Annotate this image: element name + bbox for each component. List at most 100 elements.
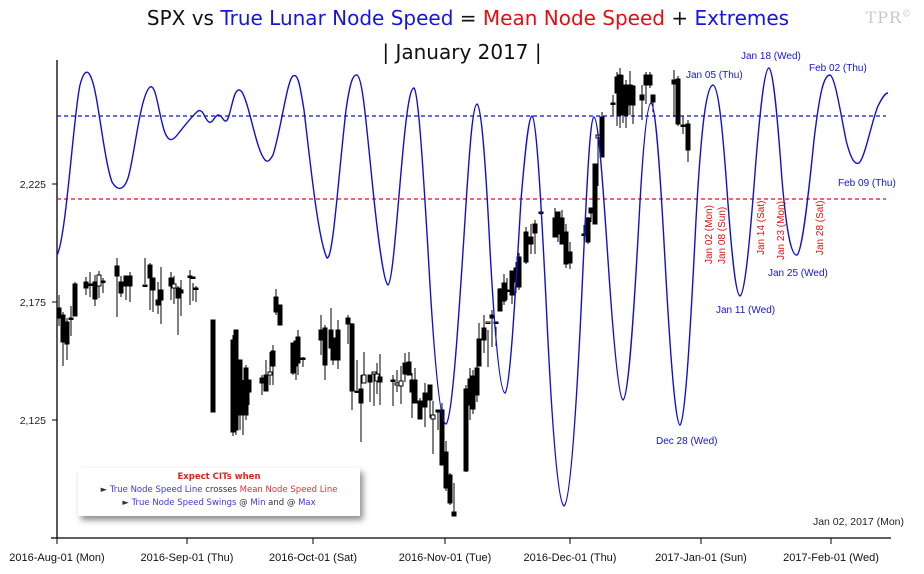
candlestick: [330, 337, 336, 361]
candlestick: [100, 280, 106, 283]
candlestick: [412, 379, 418, 404]
bullet-icon: ►: [100, 485, 108, 495]
candlestick: [497, 288, 503, 312]
candlestick: [532, 223, 538, 234]
candlestick: [335, 329, 341, 361]
candlestick: [639, 94, 645, 101]
min-label-dec28: Dec 28 (Wed): [656, 436, 718, 447]
chart-subtitle: | January 2017 |: [382, 40, 542, 64]
min-label-jan11: Jan 11 (Wed): [716, 305, 775, 316]
date-stamp: Jan 02, 2017 (Mon): [813, 516, 904, 528]
candlestick: [322, 327, 328, 366]
candlestick: [390, 379, 396, 382]
candlestick: [155, 299, 161, 306]
min-label-jan25: Jan 25 (Wed): [768, 268, 828, 279]
candlestick: [476, 338, 482, 367]
candlestick: [371, 371, 377, 375]
y-tick-label: 2,125: [20, 415, 46, 427]
candlestick: [178, 289, 184, 294]
candlestick: [193, 287, 199, 290]
candlestick: [190, 276, 196, 279]
candlestick: [443, 451, 449, 489]
candlestick: [474, 367, 480, 396]
candlestick: [87, 283, 93, 286]
candlestick: [83, 281, 89, 289]
candlestick: [563, 231, 569, 265]
candlestick: [675, 78, 681, 125]
candlestick: [171, 283, 177, 289]
max-label-jan18: Jan 18 (Wed): [741, 51, 801, 62]
title-part: =: [453, 6, 483, 30]
candlestick: [56, 307, 62, 319]
y-tick-label: 2,225: [20, 179, 46, 191]
candlestick: [610, 102, 616, 105]
candlestick: [96, 274, 102, 287]
candlestick: [417, 400, 423, 420]
candlestick: [470, 375, 476, 410]
title-part-mean-node: Mean Node Speed: [482, 6, 665, 30]
candlestick: [585, 217, 591, 243]
candlestick: [318, 329, 324, 341]
candlestick: [406, 361, 412, 376]
candlestick: [427, 384, 433, 401]
candlestick: [127, 275, 133, 287]
candlestick: [147, 264, 153, 279]
candlestick: [158, 289, 164, 301]
copyright-mark: ©: [902, 9, 912, 20]
candlestick: [489, 314, 495, 319]
candlestick: [142, 284, 148, 287]
candlestick: [435, 409, 441, 413]
max-label-jan05: Jan 05 (Thu): [686, 70, 743, 81]
candlestick: [630, 85, 636, 106]
legend-box: Expect CITs when ► True Node Speed Line …: [78, 468, 360, 516]
candlestick: [345, 317, 351, 325]
candlestick: [92, 281, 98, 300]
x-tick-label: 2016-Aug-01 (Mon): [9, 552, 104, 564]
candlestick: [64, 321, 70, 345]
candlestick: [367, 374, 373, 383]
candlestick: [599, 116, 605, 158]
x-tick-label: 2016-Nov-01 (Tue): [399, 552, 492, 564]
candlestick: [451, 511, 457, 517]
cross-label-jan28: Jan 28 (Sat): [815, 201, 826, 255]
candlestick: [295, 336, 301, 364]
watermark-text: TPR: [865, 8, 902, 27]
candlestick: [150, 277, 156, 291]
legend-text: @: [236, 498, 251, 508]
candlestick: [463, 388, 469, 472]
candlestick: [273, 296, 279, 313]
candlestick: [481, 327, 487, 341]
y-ticks: 2,225 2,175 2,125: [20, 179, 57, 427]
candlestick: [398, 380, 404, 387]
candlestick: [567, 251, 573, 264]
candlestick: [394, 382, 400, 386]
candlestick: [592, 163, 598, 225]
candlestick: [246, 379, 252, 393]
candlestick: [267, 371, 273, 376]
candlestick: [68, 317, 74, 320]
candlestick: [377, 376, 383, 383]
x-tick-label: 2016-Sep-01 (Thu): [141, 552, 234, 564]
candlestick: [114, 265, 120, 277]
candlestick: [233, 329, 239, 431]
candlestick: [559, 217, 565, 245]
candlestick: [354, 390, 360, 393]
candlestick: [210, 319, 216, 413]
candlestick: [493, 321, 499, 324]
candlestick: [439, 409, 445, 466]
candlestick: [123, 275, 129, 287]
true-node-speed-line: [56, 67, 889, 507]
candlestick: [680, 124, 686, 127]
cross-label-jan02: Jan 02 (Mon): [704, 205, 715, 264]
chart-title: SPX vs True Lunar Node Speed = Mean Node…: [6, 6, 924, 30]
candlestick: [60, 314, 66, 343]
x-tick-label: 2017-Jan-01 (Sun): [655, 552, 747, 564]
candlestick: [671, 79, 677, 85]
candlestick: [523, 231, 529, 263]
candlestick: [270, 350, 276, 367]
min-label-feb09: Feb 09 (Thu): [838, 178, 896, 189]
candlestick: [422, 392, 428, 408]
title-part: SPX vs: [146, 6, 221, 30]
candlestick: [647, 74, 653, 86]
candlestick: [447, 474, 453, 504]
